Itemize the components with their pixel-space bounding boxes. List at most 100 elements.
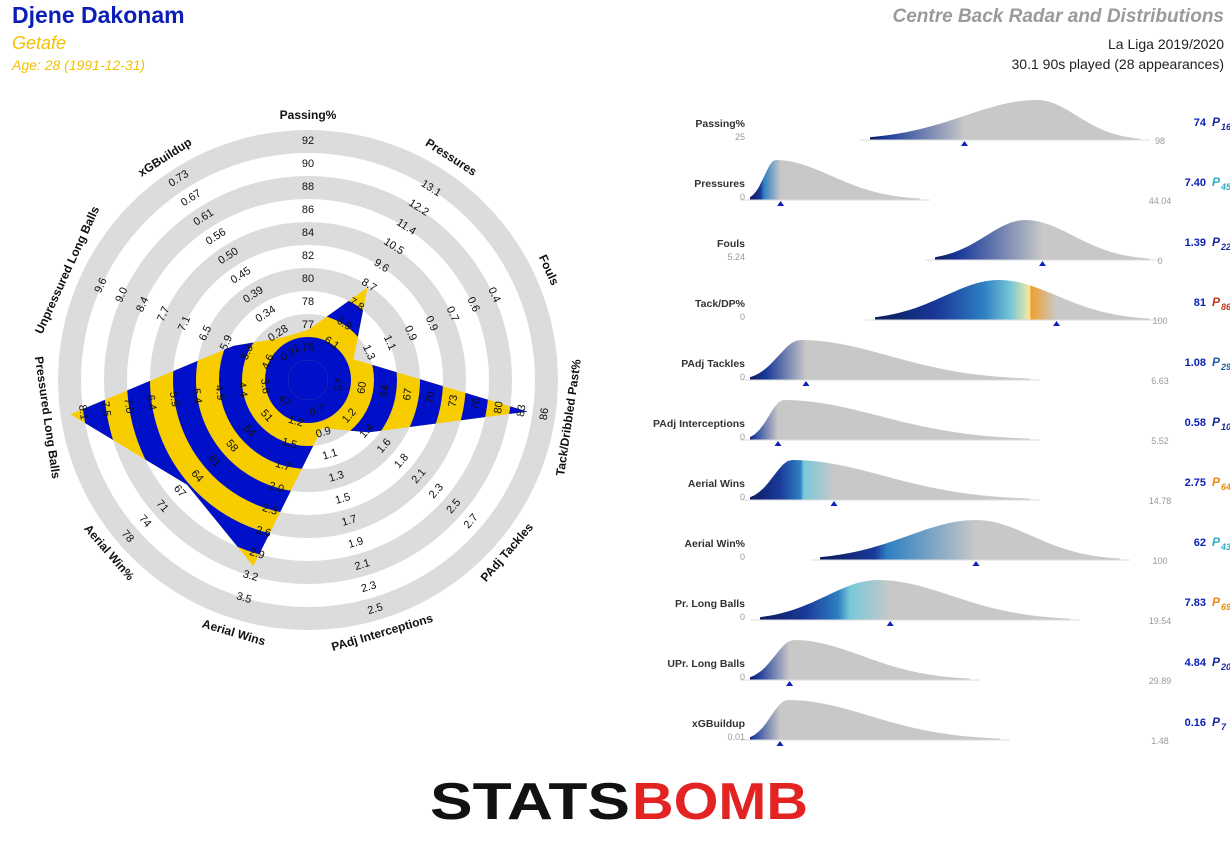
- distribution-curve: [750, 640, 970, 680]
- distribution-row: Passing% 25 98 74 P16: [695, 100, 1230, 146]
- percentile-value: 10: [1221, 422, 1230, 432]
- radar-tick-label: 8.4: [134, 295, 151, 314]
- radar-tick-label: 0.9: [314, 425, 332, 441]
- axis-max-label: 0: [1157, 256, 1162, 266]
- axis-min-label: 0: [740, 552, 745, 562]
- metric-value: 1.08: [1185, 357, 1206, 369]
- radar-tick-label: 1.3: [360, 343, 377, 362]
- metric-label: PAdj Interceptions: [653, 418, 745, 430]
- axis-max-label: 1.48: [1151, 736, 1169, 746]
- percentile-value: 20: [1220, 662, 1230, 672]
- radar-tick-label: 5.9: [167, 391, 181, 408]
- chart-title: Centre Back Radar and Distributions: [892, 6, 1224, 27]
- radar-tick-label: 2.3: [427, 482, 446, 501]
- value-marker: [961, 141, 968, 146]
- metric-value: 0.16: [1185, 717, 1206, 729]
- radar-tick-label: 2.0: [267, 480, 285, 496]
- radar-tick-label: 3.2: [241, 568, 259, 584]
- percentile-value: 86: [1221, 302, 1230, 312]
- radar-tick-label: 73: [447, 394, 461, 408]
- radar-tick-label: 77: [302, 319, 314, 331]
- value-marker: [830, 501, 838, 506]
- percentile-label: P: [1212, 235, 1221, 249]
- distribution-curve: [820, 520, 1120, 560]
- percentile-label: P: [1212, 595, 1221, 609]
- value-marker: [776, 741, 784, 746]
- radar-tick-label: 1.5: [334, 491, 352, 507]
- axis-min-label: 0: [740, 492, 745, 502]
- distribution-row: Aerial Win% 0 100 62 P43: [684, 520, 1230, 566]
- radar-tick-label: 9.6: [92, 276, 109, 295]
- radar-tick-label: 83: [515, 404, 529, 418]
- axis-min-label: 0: [740, 432, 745, 442]
- percentile-value: 7: [1221, 722, 1227, 732]
- player-name: Djene Dakonam: [12, 2, 185, 28]
- metric-value: 1.39: [1185, 237, 1206, 249]
- distribution-chart: Passing%259874P16Pressures044.047.40P45F…: [653, 100, 1230, 746]
- radar-axis-label: Passing%: [280, 108, 337, 122]
- radar-tick-label: 1.9: [347, 535, 365, 551]
- metric-value: 62: [1194, 537, 1206, 549]
- radar-tick-label: 88: [302, 181, 314, 193]
- radar-tick-label: 1.3: [327, 469, 345, 485]
- axis-max-label: 29.89: [1149, 676, 1172, 686]
- distribution-row: Pressures 0 44.04 7.40 P45: [694, 160, 1230, 206]
- metric-value: 7.40: [1185, 177, 1206, 189]
- value-marker: [972, 561, 980, 566]
- value-marker: [1039, 261, 1046, 266]
- radar-axis-label: Fouls: [536, 252, 562, 287]
- percentile-value: 22: [1220, 242, 1230, 252]
- radar-tick-label: 0.4: [485, 286, 502, 305]
- radar-tick-label: 3.8: [258, 378, 272, 395]
- percentile-label: P: [1212, 295, 1221, 309]
- radar-chart: 75777880828486889092Passing%6.16.97.88.7…: [32, 108, 584, 654]
- value-marker: [802, 381, 810, 386]
- axis-min-label: 0: [740, 612, 745, 622]
- radar-tick-label: 90: [302, 158, 314, 170]
- value-marker: [786, 681, 794, 686]
- radar-tick-label: 6.5: [197, 324, 214, 343]
- radar-tick-label: 80: [492, 401, 506, 415]
- axis-max-label: 6.63: [1151, 376, 1169, 386]
- percentile-label: P: [1212, 115, 1221, 129]
- percentile-value: 16: [1221, 122, 1230, 132]
- metric-value: 81: [1194, 297, 1206, 309]
- metric-value: 0.58: [1185, 417, 1206, 429]
- axis-max-label: 44.04: [1149, 196, 1172, 206]
- axis-max-label: 14.78: [1149, 496, 1172, 506]
- percentile-label: P: [1212, 655, 1221, 669]
- radar-tick-label: 1.5: [280, 436, 298, 452]
- radar-tick-label: 57: [333, 378, 347, 392]
- radar-tick-label: 7.5: [99, 401, 113, 418]
- radar-tick-label: 2.6: [254, 524, 272, 540]
- percentile-label: P: [1212, 475, 1221, 489]
- league-season: La Liga 2019/2020: [1108, 36, 1224, 52]
- radar-tick-label: 2.7: [462, 512, 481, 531]
- distribution-curve: [750, 160, 920, 200]
- minutes-played: 30.1 90s played (28 appearances): [1011, 56, 1224, 72]
- radar-tick-label: 64: [378, 384, 392, 398]
- distribution-row: UPr. Long Balls 0 29.89 4.84 P20: [667, 640, 1230, 686]
- statsbomb-logo: STATS BOMB: [430, 773, 808, 831]
- percentile-value: 64: [1221, 482, 1230, 492]
- team-name: Getafe: [12, 33, 67, 53]
- radar-band: [265, 336, 352, 424]
- metric-value: 4.84: [1185, 657, 1207, 669]
- metric-label: Fouls: [717, 238, 745, 250]
- radar-tick-label: 2.9: [248, 546, 266, 562]
- logo-text-stats: STATS: [430, 773, 630, 831]
- metric-label: Pressures: [694, 178, 745, 190]
- radar-center: [288, 360, 328, 400]
- radar-tick-label: 1.7: [340, 513, 358, 529]
- radar-tick-label: 60: [355, 381, 369, 395]
- logo-text-bomb: BOMB: [632, 773, 808, 831]
- axis-min-label: 5.24: [727, 252, 745, 262]
- radar-tick-label: 4.6: [260, 352, 277, 371]
- metric-label: PAdj Tackles: [681, 358, 745, 370]
- distribution-row: Fouls 5.24 0 1.39 P22: [717, 220, 1230, 266]
- radar-tick-label: 7.7: [155, 305, 172, 324]
- radar-tick-label: 67: [171, 483, 188, 500]
- radar-tick-label: 7.1: [176, 314, 193, 333]
- radar-tick-label: 2.3: [261, 502, 279, 518]
- axis-max-label: 98: [1155, 136, 1165, 146]
